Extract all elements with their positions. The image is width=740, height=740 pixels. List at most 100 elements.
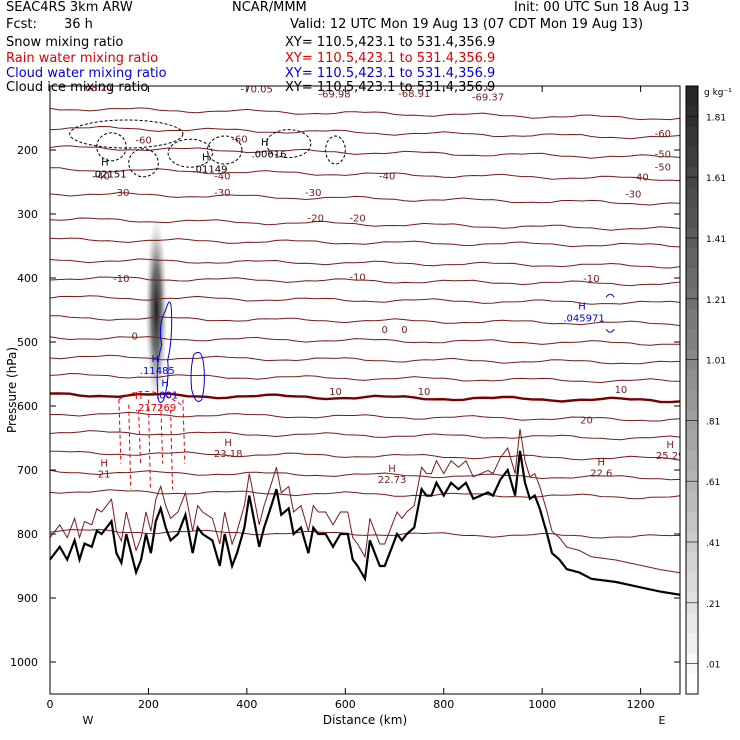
field-xy-cloud-ice: XY= 110.5,423.1 to 531.4,356.9: [285, 80, 496, 95]
rain-contour: [147, 399, 151, 490]
colorbar-label: .21: [706, 600, 720, 610]
colorbar-segment: [686, 207, 698, 229]
isotherm-line: [50, 237, 680, 248]
y-tick-label: 700: [17, 464, 38, 477]
colorbar-segment: [686, 612, 698, 634]
x-axis-label: Distance (km): [323, 713, 407, 727]
x-tick-label: 0: [47, 698, 54, 711]
x-tick-label: 600: [335, 698, 356, 711]
isotherm-line: [50, 469, 680, 481]
colorbar-segment: [686, 633, 698, 654]
extreme-value: -69.37: [472, 93, 504, 104]
cloud-water-max-value: .001: [156, 390, 178, 401]
isotherm-label: -40: [94, 171, 110, 182]
cloud-ice-max-marker: H: [261, 138, 269, 149]
x-tick-label: 1000: [528, 698, 556, 711]
colorbar-segment: [686, 511, 698, 533]
isotherm-label: -10: [349, 273, 365, 284]
cloud-water-max-value: .045971: [563, 314, 604, 325]
isotherm-label: -60: [231, 134, 247, 145]
extreme-marker: H: [388, 464, 396, 475]
isotherm-line: [50, 392, 680, 404]
isotherm-line: [50, 217, 680, 231]
init-label: Init: 00 UTC Sun 18 Aug 13: [514, 0, 690, 15]
isotherm-label: -30: [113, 188, 129, 199]
colorbar-label: 1.41: [706, 235, 726, 245]
cloud-water-contour: [190, 351, 205, 402]
isotherm-line: [50, 336, 680, 346]
cloud-ice-max-value: .00616: [252, 150, 287, 161]
colorbar-segment: [686, 268, 698, 290]
colorbar-segment: [686, 369, 698, 391]
isotherm-label: -20: [308, 214, 324, 225]
x-tick-label: 800: [433, 698, 454, 711]
cloud-ice-contour: [207, 135, 243, 165]
model-label: SEAC4RS 3km ARW: [6, 0, 133, 15]
isotherm-line: [50, 258, 680, 269]
colorbar-label: .61: [706, 478, 720, 488]
extreme-value: 22.6: [590, 468, 612, 479]
fcst-value: 36 h: [64, 17, 93, 32]
y-tick-label: 1000: [10, 656, 38, 669]
isotherm-line: [50, 315, 680, 327]
cloud-water-contour: [156, 301, 173, 403]
cloud-water-max-marker: H: [152, 354, 160, 365]
colorbar-label: .41: [706, 539, 720, 549]
cloud-ice-contour: [266, 129, 312, 159]
isotherm-line: [50, 430, 680, 441]
colorbar-segment: [686, 552, 698, 573]
field-name-rain: Rain water mixing ratio: [6, 51, 159, 66]
cloud-ice-contour: [325, 135, 346, 165]
rain-contour: [138, 409, 142, 464]
extreme-value: 21: [98, 470, 111, 481]
colorbar-frame: [685, 85, 699, 695]
isotherm-label: 10: [418, 387, 431, 398]
y-axis-label: Pressure (hPa): [5, 347, 19, 433]
colorbar-segment: [686, 430, 698, 452]
colorbar-segment: [686, 450, 698, 472]
y-tick-label: 600: [17, 400, 38, 413]
extreme-value: 68.21: [85, 83, 114, 94]
colorbar-label: .81: [706, 417, 720, 427]
field-xy-cloud-water: XY= 110.5,423.1 to 531.4,356.9: [285, 66, 496, 81]
isotherm-line: [50, 145, 680, 159]
extreme-value: -68.91: [398, 89, 430, 100]
y-tick-label: 500: [17, 336, 38, 349]
extreme-value: -69.98: [318, 90, 350, 101]
isotherm-line: [50, 125, 680, 140]
fcst-label: Fcst:: [6, 17, 37, 32]
colorbar-segment: [686, 146, 698, 168]
y-tick-label: 800: [17, 528, 38, 541]
org-label: NCAR/MMM: [232, 0, 307, 15]
isotherm-label: -40: [632, 173, 648, 184]
isotherm-line: [50, 107, 680, 121]
colorbar-label: 1.21: [706, 296, 726, 306]
rain-contour: [160, 404, 164, 464]
field-name-cloud-water: Cloud water mixing ratio: [6, 66, 167, 81]
x-tick-label: 1200: [627, 698, 655, 711]
field-name-snow: Snow mixing ratio: [6, 35, 124, 50]
isotherm-line: [50, 428, 680, 574]
isotherm-label: -30: [214, 188, 230, 199]
x-tick-label: 200: [138, 698, 159, 711]
y-tick-label: 900: [17, 592, 38, 605]
isotherm-line: [50, 167, 680, 182]
y-tick-label: 200: [17, 144, 38, 157]
isotherm-label: -60: [655, 129, 671, 140]
isotherm-line: [50, 354, 680, 365]
colorbar-segment: [686, 390, 698, 411]
isotherm-label: -30: [625, 189, 641, 200]
colorbar-segment: [686, 187, 698, 209]
cloud-ice-max-value: .02151: [92, 170, 127, 181]
extreme-marker: L: [254, 73, 260, 84]
isotherm-label: 0: [382, 325, 388, 336]
isotherm-line: [50, 372, 680, 384]
colorbar-segment: [686, 329, 698, 350]
extreme-marker: H: [100, 459, 108, 470]
cloud-water-contour: [605, 293, 615, 333]
isotherm-line: [50, 192, 680, 206]
isotherm-line: [50, 411, 680, 422]
extreme-value: -70.05: [241, 84, 273, 95]
cloud-ice-max-marker: H: [202, 152, 210, 163]
isotherm-label: -50: [655, 150, 671, 161]
